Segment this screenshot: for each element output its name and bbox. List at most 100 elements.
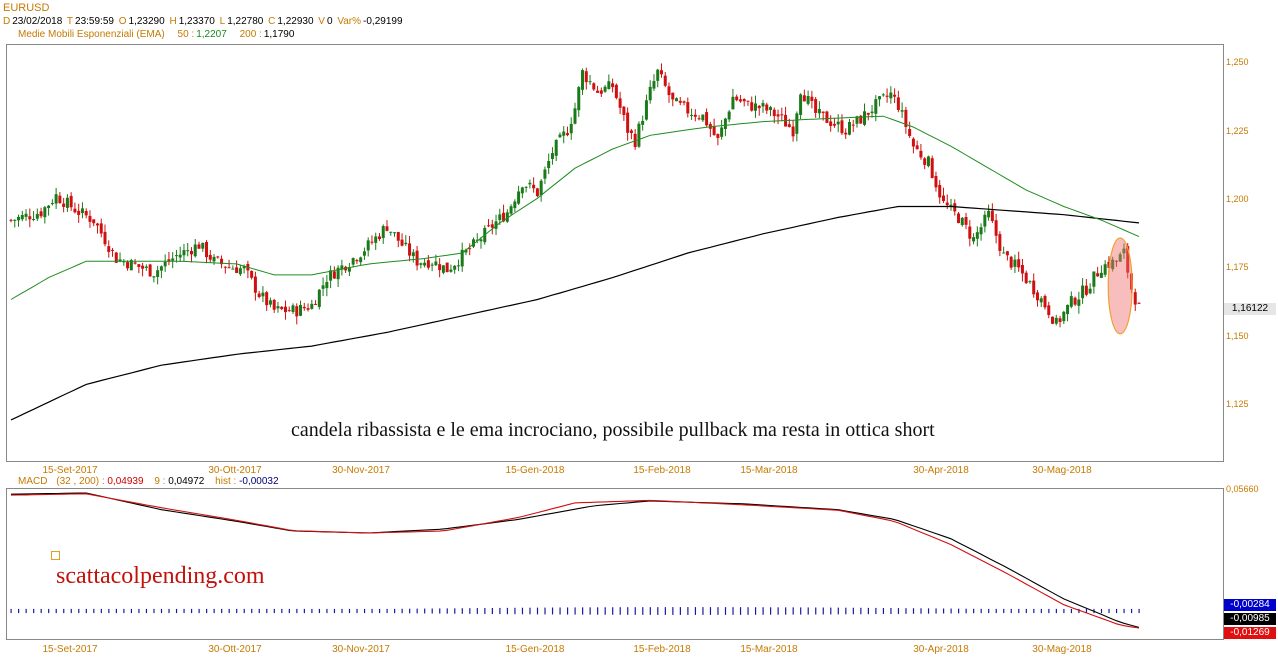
candle — [520, 186, 524, 199]
candle — [423, 258, 427, 268]
price-chart[interactable]: candela ribassista e le ema incrociano, … — [6, 44, 1224, 462]
candle — [881, 93, 885, 97]
candle — [347, 262, 351, 277]
candle — [223, 266, 227, 274]
hist-bar — [739, 607, 742, 615]
candle — [332, 266, 336, 279]
hist-bar — [837, 607, 839, 615]
hist-bar — [318, 608, 321, 614]
candle — [885, 88, 889, 103]
candle — [393, 232, 397, 237]
hist-bar — [394, 608, 396, 614]
x-tick-label: 15-Mar-2018 — [740, 644, 798, 655]
x-tick-label: 30-Nov-2017 — [332, 644, 390, 655]
candle — [964, 212, 968, 230]
hist-bar — [213, 608, 215, 614]
hist-bar — [1070, 608, 1073, 614]
candle — [310, 299, 314, 310]
candle — [178, 246, 182, 263]
hist-bar — [266, 608, 268, 614]
candle — [408, 235, 412, 262]
candle — [799, 93, 803, 120]
hist-bar — [807, 607, 809, 615]
candle — [990, 203, 994, 224]
candle — [144, 264, 148, 271]
hist-bar — [612, 607, 614, 615]
candle — [174, 249, 178, 263]
candle — [705, 108, 709, 127]
hist-bar — [1033, 608, 1035, 614]
candle — [167, 251, 171, 266]
candle — [1013, 254, 1017, 273]
hist-bar — [777, 607, 779, 615]
candle — [573, 102, 577, 125]
candle — [641, 115, 645, 131]
hist-bar — [582, 607, 584, 615]
candle — [832, 117, 836, 128]
candle — [1111, 256, 1115, 272]
macd-chart[interactable] — [6, 488, 1224, 640]
candle — [750, 96, 754, 112]
candle — [287, 306, 291, 312]
candle — [968, 220, 972, 247]
hist-bar — [70, 608, 72, 614]
macd-label: MACD — [18, 476, 48, 487]
candle — [528, 179, 532, 189]
macd-params: (32 , 200) : — [56, 476, 105, 487]
candle — [791, 120, 795, 142]
candle — [415, 245, 419, 271]
candle — [471, 237, 475, 249]
hist-bar — [296, 608, 298, 614]
candle — [987, 204, 991, 221]
hist-value: -0,00032 — [239, 476, 279, 487]
candle — [644, 94, 648, 121]
x-tick-label: 30-Mag-2018 — [1032, 644, 1092, 655]
hist-bar — [1123, 608, 1125, 614]
hist-bar — [258, 608, 260, 614]
hist-bar — [190, 608, 193, 614]
candle — [77, 203, 81, 223]
candle — [629, 128, 633, 140]
candle — [362, 247, 366, 260]
candle — [28, 208, 32, 228]
candle — [757, 105, 761, 116]
candle — [84, 208, 88, 219]
price-y-tick: 1,175 — [1226, 262, 1249, 273]
high-value: 1,23370 — [178, 16, 215, 27]
candle — [272, 298, 276, 313]
candle — [1122, 243, 1126, 259]
hist-bar — [905, 608, 907, 614]
candle — [637, 121, 641, 148]
candle — [381, 224, 385, 244]
hist-bar — [717, 607, 719, 615]
candle — [43, 205, 47, 224]
hist-bar — [536, 607, 539, 615]
x-tick-label: 15-Gen-2018 — [505, 644, 565, 655]
hist-bar — [800, 607, 802, 615]
candle — [35, 208, 39, 222]
candle — [652, 74, 656, 91]
close-label: C — [268, 16, 276, 27]
candle — [208, 250, 212, 263]
candle — [302, 302, 306, 311]
signal-line — [10, 493, 1140, 629]
hist-bar — [273, 608, 275, 614]
candle — [648, 80, 652, 104]
candle — [611, 78, 615, 93]
hist-bar — [920, 608, 922, 614]
candle — [859, 114, 863, 124]
candle — [374, 232, 378, 250]
candle — [295, 303, 299, 325]
candle — [280, 306, 284, 311]
candle — [738, 95, 742, 103]
hist-bar — [792, 607, 794, 615]
hist-bar — [108, 608, 110, 614]
hist-bar — [281, 608, 283, 614]
candle — [934, 171, 938, 192]
hist-bar — [950, 608, 952, 614]
candle — [972, 233, 976, 245]
hist-bar — [1138, 608, 1140, 614]
candle — [111, 248, 115, 257]
x-tick-label: 15-Mar-2018 — [740, 465, 798, 476]
candle — [960, 216, 964, 227]
